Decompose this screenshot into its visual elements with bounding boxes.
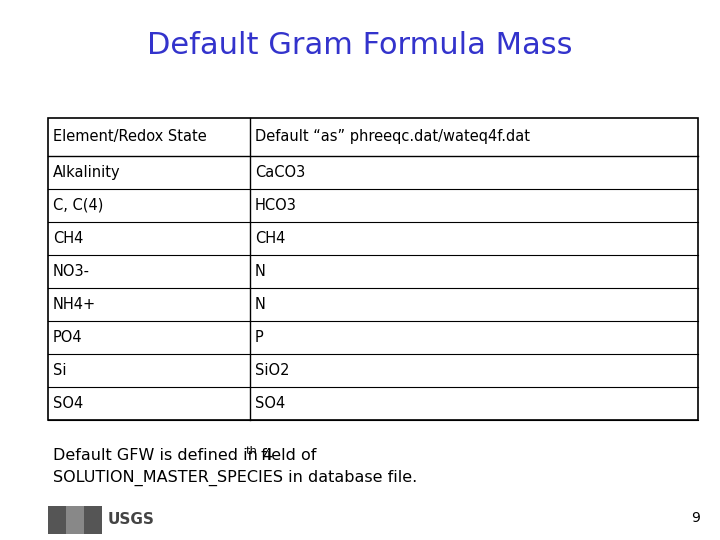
- Text: NH4+: NH4+: [53, 297, 96, 312]
- Text: Default Gram Formula Mass: Default Gram Formula Mass: [148, 30, 572, 59]
- Text: CH4: CH4: [53, 231, 84, 246]
- Bar: [84, 506, 102, 534]
- Text: C, C(4): C, C(4): [53, 198, 104, 213]
- Text: CH4: CH4: [255, 231, 285, 246]
- Bar: [48, 118, 698, 420]
- Text: PO4: PO4: [53, 330, 83, 345]
- Text: NO3-: NO3-: [53, 264, 90, 279]
- Text: Alkalinity: Alkalinity: [53, 165, 121, 180]
- Text: SO4: SO4: [255, 396, 285, 411]
- Text: SO4: SO4: [53, 396, 84, 411]
- Text: N: N: [255, 297, 266, 312]
- Text: N: N: [255, 264, 266, 279]
- Bar: [66, 506, 84, 534]
- Text: SiO2: SiO2: [255, 363, 289, 378]
- Text: CaCO3: CaCO3: [255, 165, 305, 180]
- Text: th: th: [246, 446, 257, 456]
- Text: 9: 9: [691, 511, 700, 525]
- Text: P: P: [255, 330, 264, 345]
- Text: field of: field of: [256, 449, 316, 463]
- Text: SOLUTION_MASTER_SPECIES in database file.: SOLUTION_MASTER_SPECIES in database file…: [53, 470, 418, 486]
- Text: Default GFW is defined in 4: Default GFW is defined in 4: [53, 449, 273, 463]
- Text: HCO3: HCO3: [255, 198, 297, 213]
- Text: Si: Si: [53, 363, 66, 378]
- Text: Element/Redox State: Element/Redox State: [53, 130, 207, 145]
- Bar: [48, 506, 66, 534]
- Text: Default “as” phreeqc.dat/wateq4f.dat: Default “as” phreeqc.dat/wateq4f.dat: [255, 130, 530, 145]
- Text: USGS: USGS: [108, 512, 155, 528]
